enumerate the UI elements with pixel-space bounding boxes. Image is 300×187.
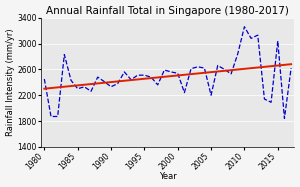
- Title: Annual Rainfall Total in Singapore (1980-2017): Annual Rainfall Total in Singapore (1980…: [46, 6, 289, 16]
- X-axis label: Year: Year: [159, 172, 177, 181]
- Y-axis label: Rainfall Intensity (mm/yr): Rainfall Intensity (mm/yr): [6, 28, 15, 136]
